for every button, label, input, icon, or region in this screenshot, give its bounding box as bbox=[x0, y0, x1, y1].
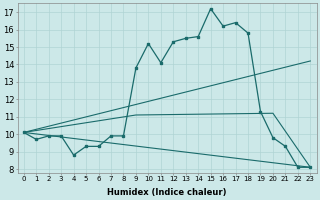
X-axis label: Humidex (Indice chaleur): Humidex (Indice chaleur) bbox=[107, 188, 227, 197]
